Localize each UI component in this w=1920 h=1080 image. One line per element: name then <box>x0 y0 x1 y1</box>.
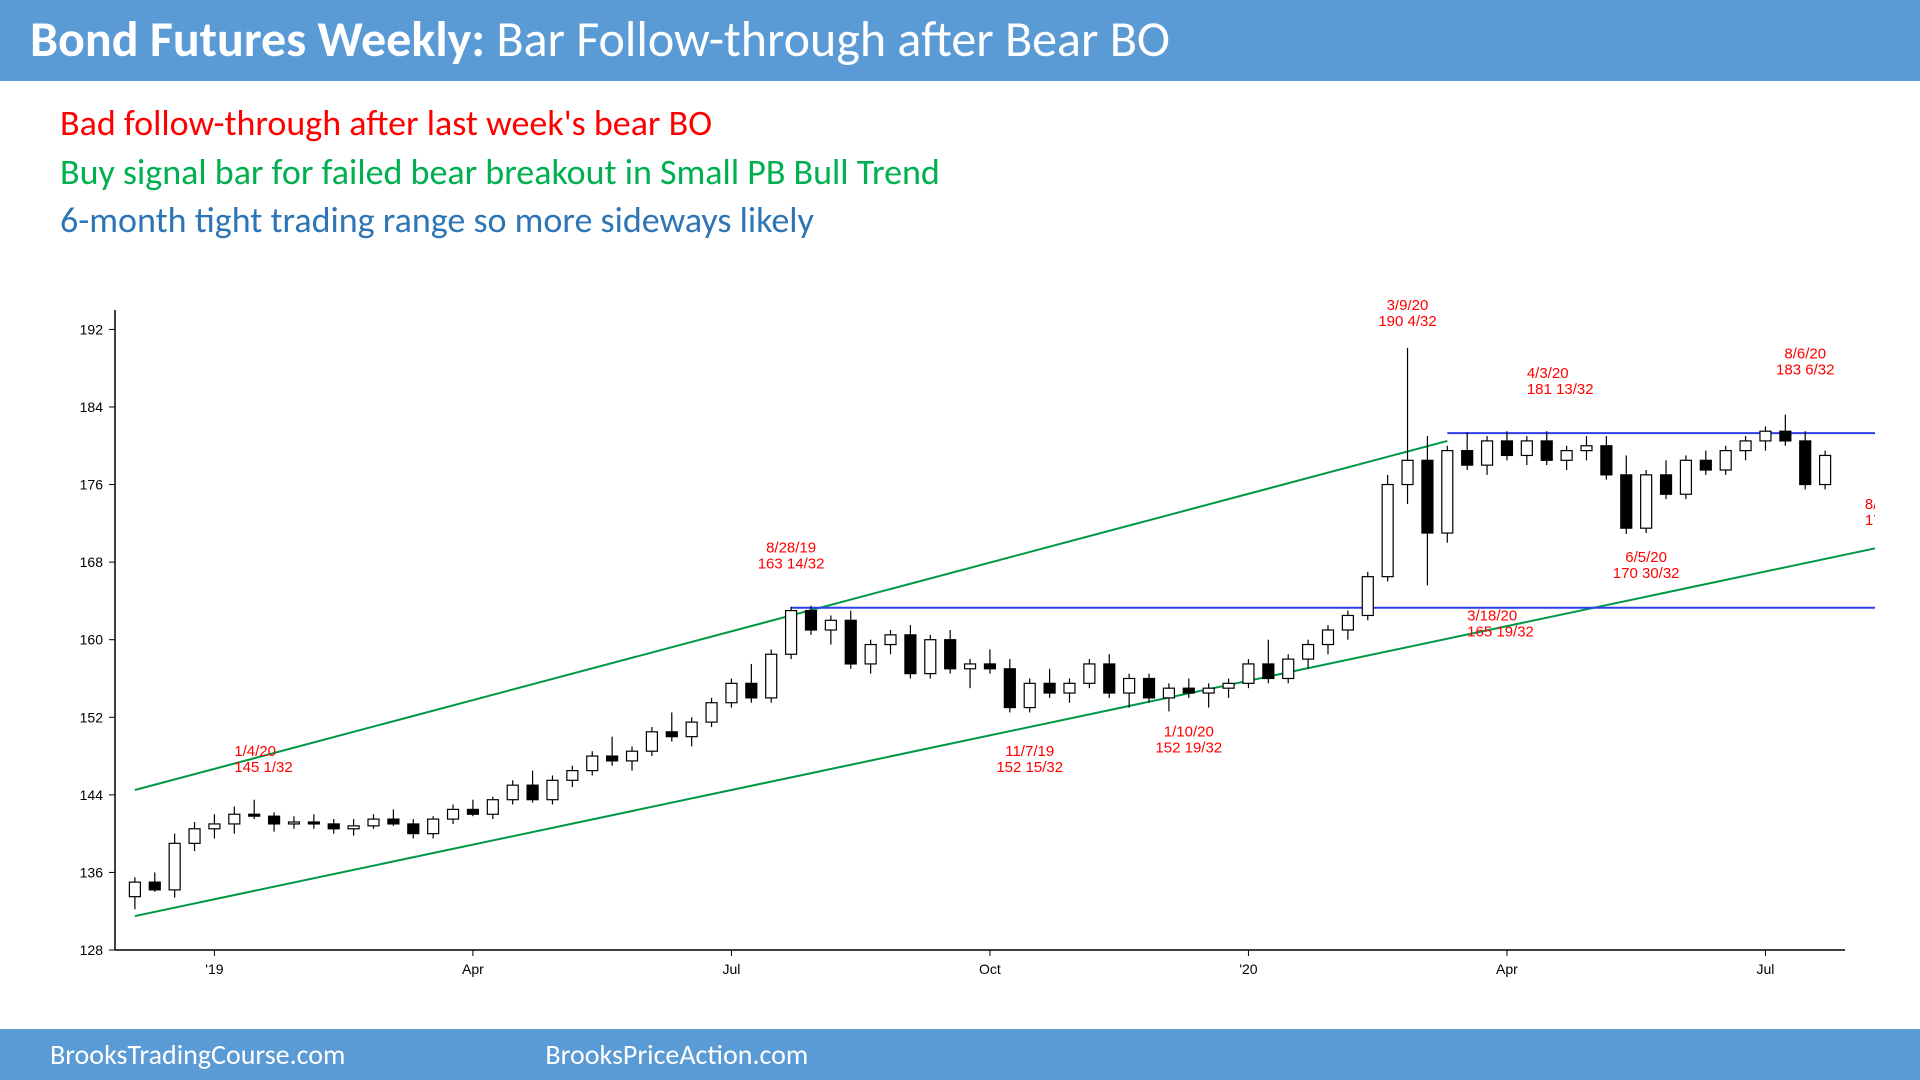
commentary-line-3: 6-month tight trading range so more side… <box>60 196 1860 245</box>
footer-link-1: BrooksTradingCourse.com <box>50 1037 345 1072</box>
title-rest: Bar Follow-through after Bear BO <box>485 9 1170 70</box>
svg-text:6/5/20: 6/5/20 <box>1625 549 1667 566</box>
svg-text:'20: '20 <box>1239 961 1257 977</box>
svg-text:11/7/19: 11/7/19 <box>1005 743 1054 760</box>
title-bold: Bond Futures Weekly: <box>30 9 485 70</box>
svg-text:183 6/32: 183 6/32 <box>1776 361 1834 378</box>
svg-text:181 13/32: 181 13/32 <box>1527 381 1594 398</box>
commentary-line-2: Buy signal bar for failed bear breakout … <box>60 148 1860 197</box>
svg-text:176: 176 <box>80 477 104 493</box>
svg-text:165 19/32: 165 19/32 <box>1467 623 1534 640</box>
svg-text:163 14/32: 163 14/32 <box>758 555 825 572</box>
candlestick-chart: 128 136 144 152 160 168 176 184 192 '19 Apr Jul Oct '… <box>55 300 1875 1000</box>
commentary-line-1: Bad follow-through after last week's bea… <box>60 99 1860 148</box>
svg-text:Apr: Apr <box>462 961 484 977</box>
svg-text:8/28/19: 8/28/19 <box>766 539 816 556</box>
svg-text:152: 152 <box>80 709 104 725</box>
svg-text:4/3/20: 4/3/20 <box>1527 365 1569 382</box>
svg-text:Apr: Apr <box>1496 961 1518 977</box>
svg-text:145 1/32: 145 1/32 <box>234 759 292 776</box>
svg-text:8/13/20: 8/13/20 <box>1865 496 1875 513</box>
svg-text:170 30/32: 170 30/32 <box>1613 565 1680 582</box>
svg-text:160: 160 <box>80 632 104 648</box>
svg-text:1/10/20: 1/10/20 <box>1164 724 1214 741</box>
svg-text:168: 168 <box>80 554 104 570</box>
svg-text:192: 192 <box>80 321 104 337</box>
svg-text:184: 184 <box>80 399 104 415</box>
svg-text:8/6/20: 8/6/20 <box>1784 345 1826 362</box>
svg-text:152 15/32: 152 15/32 <box>996 759 1063 776</box>
svg-text:128: 128 <box>80 942 104 958</box>
footer-bar: BrooksTradingCourse.com BrooksPriceActio… <box>0 1029 1920 1080</box>
svg-text:144: 144 <box>80 787 104 803</box>
commentary-block: Bad follow-through after last week's bea… <box>0 81 1920 245</box>
svg-text:1/4/20: 1/4/20 <box>234 743 276 760</box>
svg-text:190 4/32: 190 4/32 <box>1378 313 1436 330</box>
chart-svg: 128 136 144 152 160 168 176 184 192 '19 Apr Jul Oct '… <box>55 300 1875 1000</box>
svg-text:3/18/20: 3/18/20 <box>1467 607 1517 624</box>
svg-text:Jul: Jul <box>1757 961 1775 977</box>
footer-link-2: BrooksPriceAction.com <box>545 1037 808 1072</box>
svg-text:Jul: Jul <box>722 961 740 977</box>
svg-text:3/9/20: 3/9/20 <box>1387 300 1429 314</box>
svg-text:136: 136 <box>80 864 104 880</box>
svg-text:152 19/32: 152 19/32 <box>1155 740 1222 757</box>
svg-text:Oct: Oct <box>979 961 1001 977</box>
svg-text:177 16/32: 177 16/32 <box>1865 512 1875 529</box>
svg-text:'19: '19 <box>205 961 223 977</box>
title-bar: Bond Futures Weekly: Bar Follow-through … <box>0 0 1920 81</box>
